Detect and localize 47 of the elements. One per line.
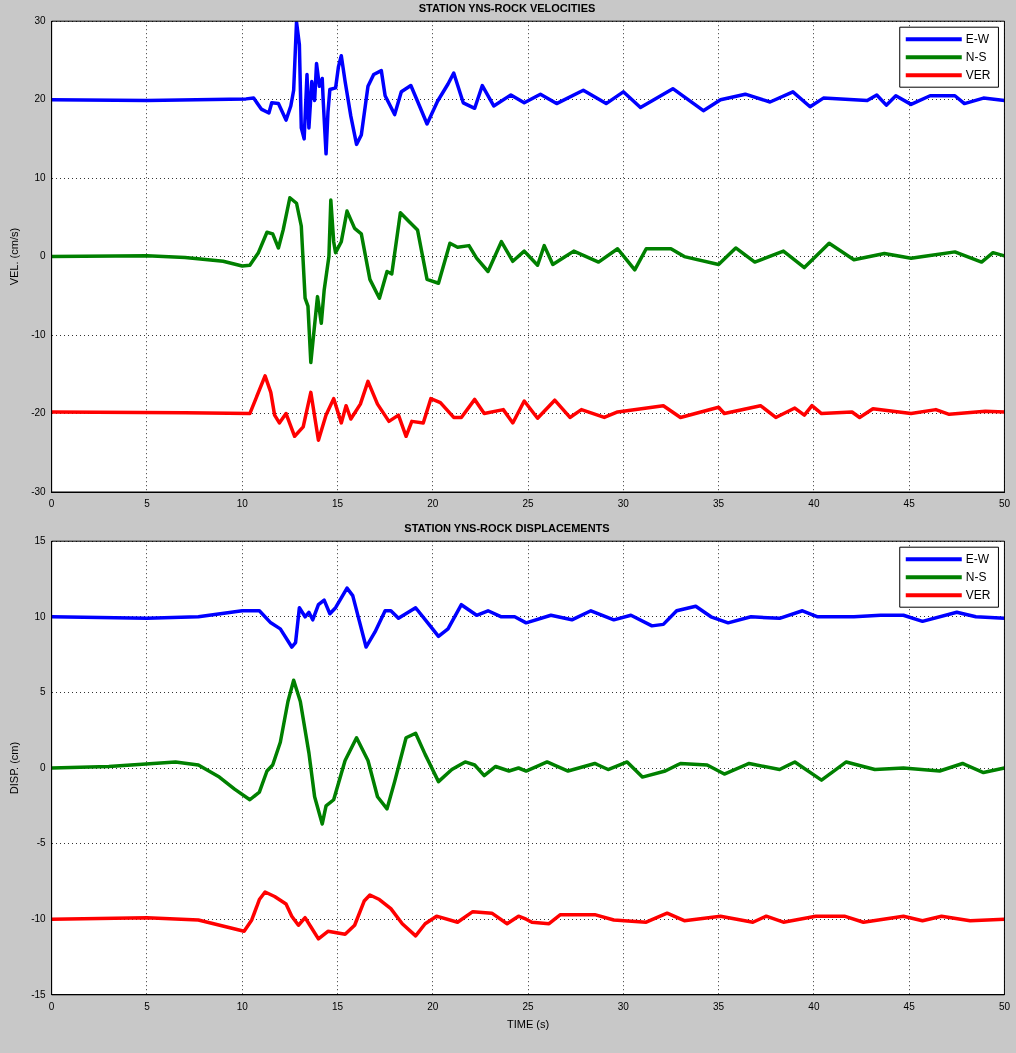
x-tick-label: 15: [331, 1000, 344, 1012]
legend-label: VER: [965, 587, 991, 602]
y-tick-label: 5: [40, 686, 47, 698]
x-tick-label: 50: [998, 497, 1011, 509]
x-tick-label: 20: [427, 1000, 439, 1012]
x-tick-label: 25: [522, 497, 535, 509]
y-tick-label: -15: [31, 988, 47, 1000]
y-tick-label: 15: [34, 534, 47, 546]
y-tick-label: 0: [40, 761, 47, 773]
y-axis-title: DISP. (cm): [7, 741, 20, 795]
y-tick-label: 10: [34, 610, 47, 622]
x-tick-label: 5: [144, 497, 151, 509]
x-tick-label: 40: [808, 497, 820, 509]
y-tick-label: -20: [31, 407, 47, 419]
x-tick-label: 15: [331, 497, 344, 509]
y-tick-label: 0: [40, 250, 47, 262]
x-tick-label: 30: [617, 497, 630, 509]
x-tick-label: 0: [48, 497, 55, 509]
y-axis-title: VEL. (cm/s): [7, 227, 20, 286]
x-tick-label: 45: [903, 497, 916, 509]
y-tick-label: -5: [36, 837, 47, 849]
x-tick-label: 30: [617, 1000, 630, 1012]
legend-label: VER: [965, 67, 991, 82]
x-tick-label: 45: [903, 1000, 916, 1012]
x-tick-label: 40: [808, 1000, 820, 1012]
legend-label: E-W: [965, 31, 990, 46]
legend-label: N-S: [965, 569, 987, 584]
x-tick-label: 35: [713, 497, 725, 509]
x-axis-title: TIME (s): [506, 1018, 550, 1031]
x-tick-label: 10: [236, 1000, 249, 1012]
x-tick-label: 5: [144, 1000, 151, 1012]
x-tick-label: 50: [998, 1000, 1011, 1012]
x-tick-label: 25: [522, 1000, 535, 1012]
y-tick-label: -10: [31, 328, 47, 340]
x-tick-label: 20: [427, 497, 439, 509]
y-tick-label: -10: [31, 912, 47, 924]
x-tick-label: 10: [236, 497, 249, 509]
x-tick-label: 0: [48, 1000, 55, 1012]
chart-title: STATION YNS-ROCK DISPLACEMENTS: [404, 521, 610, 534]
chart-title: STATION YNS-ROCK VELOCITIES: [418, 1, 596, 14]
y-tick-label: -30: [31, 485, 47, 497]
legend-label: E-W: [965, 551, 990, 566]
y-tick-label: 10: [34, 171, 47, 183]
y-tick-label: 30: [34, 14, 47, 26]
legend-label: N-S: [965, 49, 987, 64]
x-tick-label: 35: [713, 1000, 725, 1012]
y-tick-label: 20: [34, 93, 47, 105]
